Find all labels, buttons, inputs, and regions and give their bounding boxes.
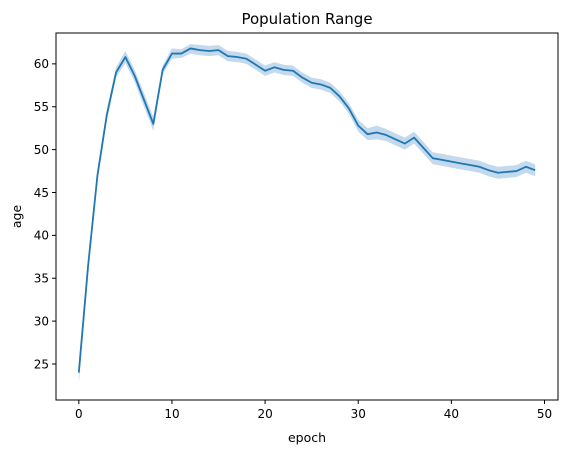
x-axis-ticks: 0 10 20 30 40 50	[75, 400, 552, 421]
plot-frame	[55, 32, 559, 401]
y-tick-label: 40	[34, 229, 49, 243]
y-tick-label: 25	[34, 357, 49, 371]
x-axis-label: epoch	[288, 430, 326, 445]
x-tick-label: 20	[257, 407, 272, 421]
y-tick-label: 50	[34, 143, 49, 157]
x-tick-label: 0	[75, 407, 83, 421]
x-tick-label: 50	[537, 407, 552, 421]
series-line-layer	[77, 47, 536, 373]
y-axis-label: age	[9, 205, 24, 229]
y-axis-ticks: 25 30 35 40 45 50 55 60	[34, 57, 56, 371]
y-tick-label: 35	[34, 272, 49, 286]
x-tick-label: 40	[444, 407, 459, 421]
y-tick-label: 30	[34, 314, 49, 328]
x-tick-label: 30	[351, 407, 366, 421]
confidence-band	[78, 44, 536, 384]
y-tick-label: 45	[34, 186, 49, 200]
y-tick-label: 55	[34, 100, 49, 114]
y-tick-label: 60	[34, 57, 49, 71]
confidence-band-layer	[78, 44, 536, 384]
chart-title: Population Range	[241, 10, 372, 28]
mean-line	[77, 47, 536, 373]
x-tick-label: 10	[164, 407, 179, 421]
